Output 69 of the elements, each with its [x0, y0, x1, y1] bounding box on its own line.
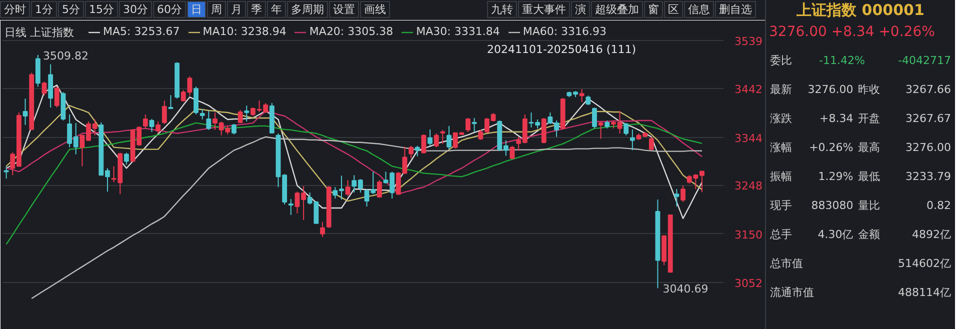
text: 上证指数 000001 [796, 0, 926, 21]
candlestick [4, 166, 9, 180]
candlestick [244, 105, 250, 122]
candlestick [472, 117, 477, 132]
candlestick [579, 88, 584, 103]
text: 现手 883080 量比 0.82 [770, 199, 951, 212]
text: 委比 -11.42% -4042717 [770, 54, 951, 67]
candlestick [288, 198, 294, 216]
annotation: 3509.82 [42, 49, 88, 62]
candlestick [680, 185, 686, 203]
candlestick [440, 129, 446, 144]
candlestick [156, 120, 161, 134]
y-tick-label: 3442 [734, 83, 762, 96]
candlestick [345, 180, 350, 197]
candlestick [200, 108, 205, 120]
legend-label: MA10: 3238.94 [202, 25, 286, 38]
candlestick [510, 145, 515, 160]
candlestick [586, 95, 591, 106]
text: 振幅 1.29% 最低 3233.79 [770, 170, 951, 183]
candlestick [376, 180, 382, 198]
candlestick [194, 86, 198, 116]
annotation: 20241101-20250416 (111) [486, 43, 636, 56]
candlestick [421, 134, 426, 154]
candlestick [592, 107, 597, 129]
candlestick [434, 132, 439, 148]
y-tick-label: 3150 [734, 228, 762, 242]
candlestick [320, 221, 325, 238]
candlestick [624, 122, 629, 136]
candlestick [162, 100, 167, 124]
candlestick [149, 118, 154, 132]
candlestick [446, 125, 452, 150]
text: 九转 重大事件 演 超级叠加 窗 区 信息 删自选 [490, 2, 753, 18]
legend-label: MA20: 3305.38 [309, 25, 394, 38]
y-tick-label: 3248 [734, 180, 762, 193]
candlestick [142, 114, 148, 129]
candlestick [232, 123, 236, 135]
text: 流通市值 488114亿 [770, 286, 951, 299]
candlestick [22, 98, 28, 126]
candlestick [124, 152, 129, 166]
annotation: 3040.69 [662, 282, 708, 296]
text: 涨跌 +8.34 开盘 3267.67 [770, 112, 951, 125]
text: 总手 4.30亿 金额 4892亿 [770, 228, 951, 241]
y-tick-label: 3052 [734, 277, 762, 290]
candlestick [408, 145, 414, 159]
candlestick [598, 120, 604, 140]
candlestick [168, 94, 174, 110]
candlestick [414, 145, 420, 157]
text: 分时 1分 5分 15分 30分 60分 日 周 月 季 年 多周期 设置 画线 [4, 3, 386, 16]
text: 最新 3276.00 昨收 3267.66 [770, 83, 951, 96]
candlestick [648, 136, 654, 151]
annotation: 日线 上证指数 [4, 26, 74, 39]
candlestick [206, 110, 212, 130]
candlestick [674, 188, 680, 208]
y-tick-label: 3344 [734, 132, 762, 145]
legend-label: MA5: 3253.67 [103, 25, 180, 38]
legend-label: MA30: 3331.84 [416, 25, 500, 38]
text: 3276.00 +8.34 +0.26% [769, 23, 936, 42]
candlestick [54, 86, 60, 108]
candlestick [466, 117, 470, 132]
candlestick [630, 128, 635, 151]
y-tick-label: 3539 [734, 34, 762, 48]
candlestick [42, 81, 47, 96]
candlestick [541, 117, 546, 144]
candlestick [428, 128, 432, 146]
candlestick [48, 64, 54, 108]
candlestick [238, 110, 243, 124]
text: 涨幅 +0.26% 最高 3276.00 [770, 141, 951, 154]
text: 总市值 514602亿 [770, 257, 951, 270]
legend-label: MA60: 3316.93 [522, 25, 607, 38]
